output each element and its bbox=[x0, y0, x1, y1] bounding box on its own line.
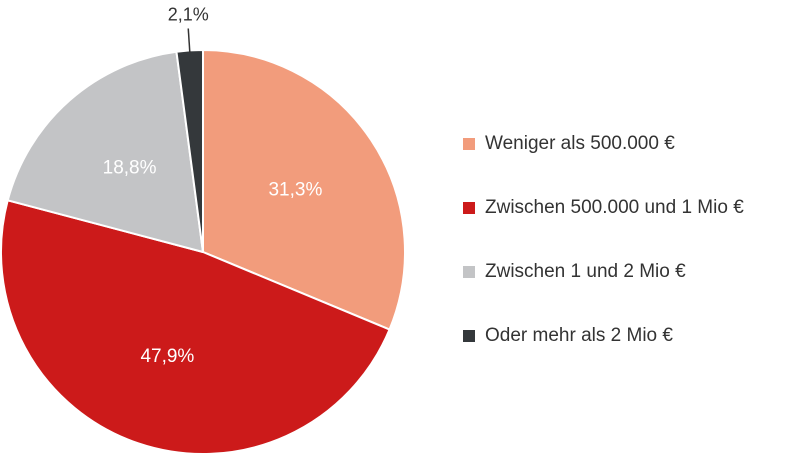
legend-swatch-oder-mehr-als-2-mio-eur bbox=[463, 330, 475, 342]
legend-label-weniger-als-500-000-eur: Weniger als 500.000 € bbox=[485, 133, 675, 154]
slice-value-label-zwischen-500-000-und-1-mio-eur: 47,9% bbox=[140, 346, 194, 367]
legend-swatch-weniger-als-500-000-eur bbox=[463, 138, 475, 150]
pie-slice-weniger-als-500-000-eur bbox=[202, 49, 406, 331]
legend-item-zwischen-1-und-2-mio-eur: Zwischen 1 und 2 Mio € bbox=[463, 261, 686, 282]
legend-item-oder-mehr-als-2-mio-eur: Oder mehr als 2 Mio € bbox=[463, 325, 673, 346]
legend-swatch-zwischen-500-000-und-1-mio-eur bbox=[463, 202, 475, 214]
legend-label-zwischen-1-und-2-mio-eur: Zwischen 1 und 2 Mio € bbox=[485, 261, 686, 282]
legend: Weniger als 500.000 € Zwischen 500.000 un… bbox=[463, 133, 744, 346]
slice-value-label-oder-mehr-als-2-mio-eur: 2,1% bbox=[168, 4, 209, 24]
slice-value-label-zwischen-1-und-2-mio-eur: 18,8% bbox=[103, 158, 157, 179]
pie-slice-zwischen-1-und-2-mio-eur bbox=[6, 50, 204, 253]
pie-slice-zwischen-500-000-und-1-mio-eur bbox=[0, 199, 391, 455]
pie-slice-labels: 31,3% 47,9% 18,8% 2,1% bbox=[103, 4, 323, 367]
pie-slices bbox=[0, 48, 406, 455]
legend-item-zwischen-500-000-und-1-mio-eur: Zwischen 500.000 und 1 Mio € bbox=[463, 197, 744, 218]
legend-swatch-zwischen-1-und-2-mio-eur bbox=[463, 266, 475, 278]
legend-label-oder-mehr-als-2-mio-eur: Oder mehr als 2 Mio € bbox=[485, 325, 673, 346]
legend-label-zwischen-500-000-und-1-mio-eur: Zwischen 500.000 und 1 Mio € bbox=[485, 197, 744, 218]
slice-value-label-weniger-als-500-000-eur: 31,3% bbox=[268, 179, 322, 200]
leader-line-oder-mehr-als-2-mio-eur bbox=[187, 28, 191, 53]
legend-item-weniger-als-500-000-eur: Weniger als 500.000 € bbox=[463, 133, 675, 154]
